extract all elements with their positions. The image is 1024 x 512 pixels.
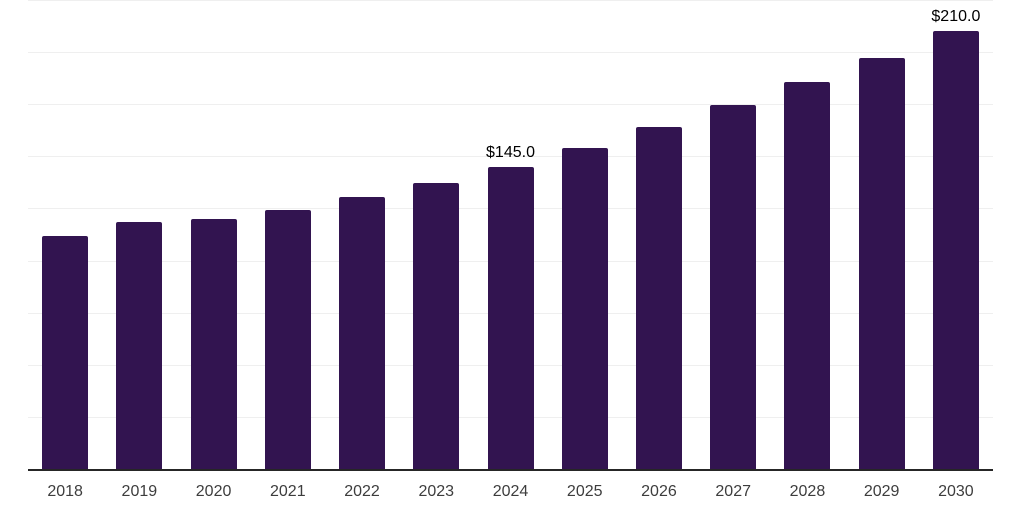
bar-2020 xyxy=(190,219,237,469)
bar-2030 xyxy=(932,31,979,469)
x-tick-2021: 2021 xyxy=(270,483,306,500)
gridline-200 xyxy=(28,52,993,54)
bar-2018 xyxy=(42,235,89,469)
value-label-2024: $145.0 xyxy=(486,143,535,161)
x-tick-2025: 2025 xyxy=(566,483,603,500)
bar-2024 xyxy=(487,166,534,469)
value-label-2030: $210.0 xyxy=(931,8,981,26)
bar-2029 xyxy=(858,57,905,469)
x-tick-2026: 2026 xyxy=(641,483,677,500)
x-tick-2027: 2027 xyxy=(715,483,751,500)
bar-2023 xyxy=(413,183,460,469)
x-tick-2028: 2028 xyxy=(789,483,826,500)
bar-2027 xyxy=(710,105,757,469)
x-tick-2020: 2020 xyxy=(195,483,232,500)
plot-area: $145.0 $210.0 xyxy=(28,0,993,471)
x-tick-2019: 2019 xyxy=(121,483,158,500)
bar-2026 xyxy=(635,127,682,469)
bar-2028 xyxy=(784,82,831,469)
bar-2019 xyxy=(116,222,163,469)
bar-2025 xyxy=(561,147,608,469)
x-axis-line xyxy=(28,469,993,471)
bar-2021 xyxy=(264,209,311,469)
x-tick-2030: 2030 xyxy=(938,483,974,500)
gridline-225 xyxy=(28,0,993,1)
gridline-150 xyxy=(28,156,993,158)
x-tick-2022: 2022 xyxy=(344,483,380,500)
gridline-175 xyxy=(28,104,993,106)
x-tick-2023: 2023 xyxy=(418,483,455,500)
bar-2022 xyxy=(339,197,386,469)
x-tick-2029: 2029 xyxy=(863,483,900,500)
x-tick-2024: 2024 xyxy=(492,483,529,500)
x-tick-2018: 2018 xyxy=(47,483,83,500)
